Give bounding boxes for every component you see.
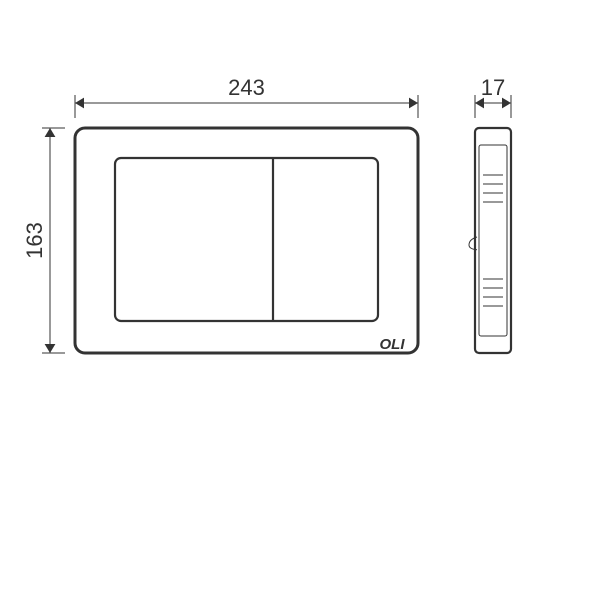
side-inner-profile (479, 145, 507, 336)
front-view: OLI 243 163 (22, 75, 418, 353)
brand-logo: OLI (380, 336, 406, 353)
dim-label-width: 243 (228, 75, 265, 100)
side-view: 17 (469, 75, 511, 353)
dim-label-depth: 17 (481, 75, 505, 100)
front-inner-recess (115, 158, 378, 321)
front-outer-plate (75, 128, 418, 353)
side-outer-profile (475, 128, 511, 353)
dim-label-height: 163 (22, 222, 47, 259)
